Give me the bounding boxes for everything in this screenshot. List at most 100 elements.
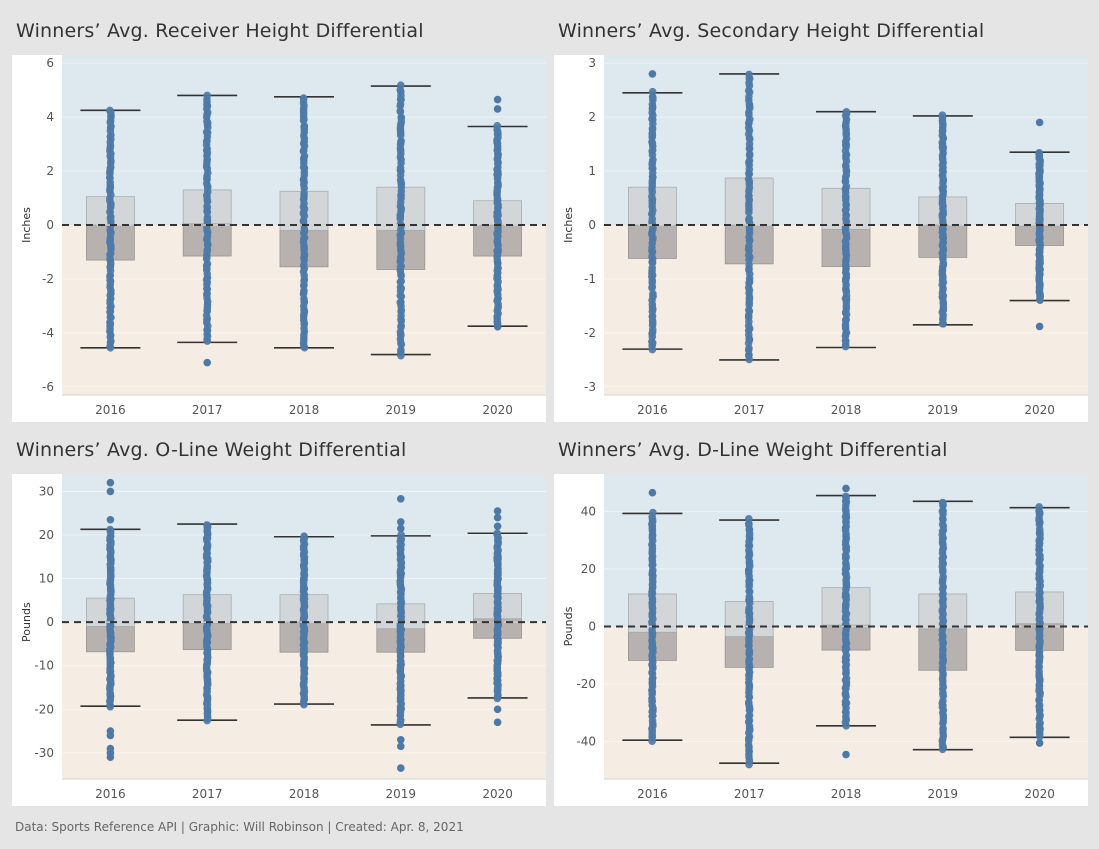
outlier-point [493, 705, 502, 714]
x-tick-label: 2017 [734, 787, 765, 801]
chart-panel-secondary: -3 -2 -1 0 1 2 3 Inches 2016 2017 2018 2019 2020 [554, 55, 1088, 422]
y-tick-label: -30 [34, 746, 54, 760]
y-tick-label: 20 [39, 528, 54, 542]
outlier-point [397, 524, 405, 533]
chart-title-oline: Winners’ Avg. O-Line Weight Differential [16, 439, 407, 461]
x-tick-label: 2019 [928, 403, 959, 417]
data-point [649, 508, 657, 517]
data-point [649, 289, 657, 298]
y-tick-label: 0 [588, 620, 596, 634]
outlier-point [397, 764, 405, 772]
outlier-point [493, 322, 502, 330]
receiver-height-chart: -6 -4 -2 0 2 4 6 Inches 2016 2017 2018 2019 2020 [20, 55, 546, 417]
outlier-point [106, 487, 115, 496]
x-tick-label: 2019 [386, 787, 417, 801]
data-point [396, 81, 405, 90]
data-point [1035, 503, 1043, 511]
data-point [938, 111, 947, 119]
y-tick-label: 6 [46, 56, 54, 70]
outlier-point [842, 484, 850, 493]
x-tick-label: 2017 [734, 403, 765, 417]
data-point [106, 525, 114, 534]
outlier-point [842, 750, 850, 759]
y-tick-label: 20 [581, 562, 596, 576]
y-tick-label: 10 [39, 572, 54, 586]
data-point [841, 492, 850, 501]
secondary-height-chart: -3 -2 -1 0 1 2 3 Inches 2016 2017 2018 2019 2020 [562, 55, 1088, 417]
y-tick-label: 2 [46, 164, 54, 178]
data-point [106, 106, 114, 115]
y-tick-label: 40 [581, 504, 596, 518]
outlier-point [1035, 118, 1044, 127]
y-tick-label: 3 [588, 56, 596, 70]
x-tick-label: 2020 [1024, 787, 1055, 801]
outlier-point [397, 518, 405, 526]
y-axis-label: Pounds [562, 606, 575, 646]
y-axis-label: Inches [20, 207, 33, 243]
outlier-point [493, 105, 502, 113]
y-tick-label: 4 [46, 110, 54, 124]
chart-title-receiver: Winners’ Avg. Receiver Height Differenti… [16, 20, 424, 42]
chart-panel-receiver: -6 -4 -2 0 2 4 6 Inches 2016 2017 2018 2019 2020 [12, 55, 546, 422]
y-tick-label: 0 [46, 218, 54, 232]
y-tick-label: -40 [576, 735, 596, 749]
outlier-point [397, 495, 405, 503]
outlier-point [493, 507, 502, 515]
y-tick-label: -2 [584, 326, 596, 340]
outlier-point [493, 522, 502, 531]
y-tick-label: -10 [34, 659, 54, 673]
chart-panel-oline: -30 -20 -10 0 10 20 30 Pounds 2016 2017 2018 2019 20… [12, 474, 546, 806]
data-point [938, 498, 947, 507]
dline-weight-chart: -40 -20 0 20 40 Pounds 2016 2017 2018 2019 2020 [562, 474, 1088, 801]
x-tick-label: 2019 [928, 787, 959, 801]
data-point [744, 514, 753, 523]
outlier-point [106, 515, 115, 524]
data-point [1035, 148, 1044, 157]
y-tick-label: 0 [588, 218, 596, 232]
x-tick-label: 2018 [289, 787, 320, 801]
x-tick-label: 2020 [1024, 403, 1055, 417]
outlier-point [648, 488, 657, 497]
outlier-point [397, 742, 405, 751]
chart-panel-dline: -40 -20 0 20 40 Pounds 2016 2017 2018 2019 2020 [554, 474, 1088, 806]
x-tick-label: 2016 [95, 403, 126, 417]
data-point [745, 214, 753, 223]
footer-credits: Data: Sports Reference API | Graphic: Wi… [15, 820, 464, 834]
outlier-point [106, 731, 115, 740]
y-axis-label: Pounds [20, 602, 33, 642]
outlier-point [1035, 322, 1044, 331]
y-tick-label: 2 [588, 110, 596, 124]
x-tick-label: 2016 [95, 787, 126, 801]
outlier-point [397, 735, 405, 744]
y-tick-label: -2 [42, 272, 54, 286]
outlier-point [106, 753, 115, 762]
y-tick-label: -20 [34, 702, 54, 716]
y-axis-label: Inches [562, 207, 575, 243]
x-tick-label: 2016 [637, 787, 668, 801]
data-point [300, 532, 308, 541]
data-point [745, 70, 753, 79]
outlier-point [203, 358, 211, 367]
x-tick-label: 2017 [192, 787, 223, 801]
y-tick-label: -1 [584, 272, 596, 286]
data-point [493, 529, 502, 538]
x-tick-label: 2018 [831, 403, 862, 417]
outlier-point [106, 478, 115, 487]
data-point [397, 298, 405, 306]
y-tick-label: 30 [39, 484, 54, 498]
x-tick-label: 2016 [637, 403, 668, 417]
x-tick-label: 2018 [289, 403, 320, 417]
y-tick-label: -3 [584, 380, 596, 394]
chart-title-secondary: Winners’ Avg. Secondary Height Different… [558, 20, 985, 42]
data-point [842, 108, 851, 116]
data-point [397, 113, 405, 122]
data-point [397, 137, 405, 145]
data-point [648, 87, 657, 96]
data-point [203, 91, 212, 100]
oline-weight-chart: -30 -20 -10 0 10 20 30 Pounds 2016 2017 2018 2019 20… [20, 474, 546, 801]
outlier-point [493, 513, 502, 522]
x-tick-label: 2020 [482, 787, 513, 801]
outlier-point [493, 718, 502, 727]
y-tick-label: -6 [42, 380, 54, 394]
y-tick-label: 1 [588, 164, 596, 178]
